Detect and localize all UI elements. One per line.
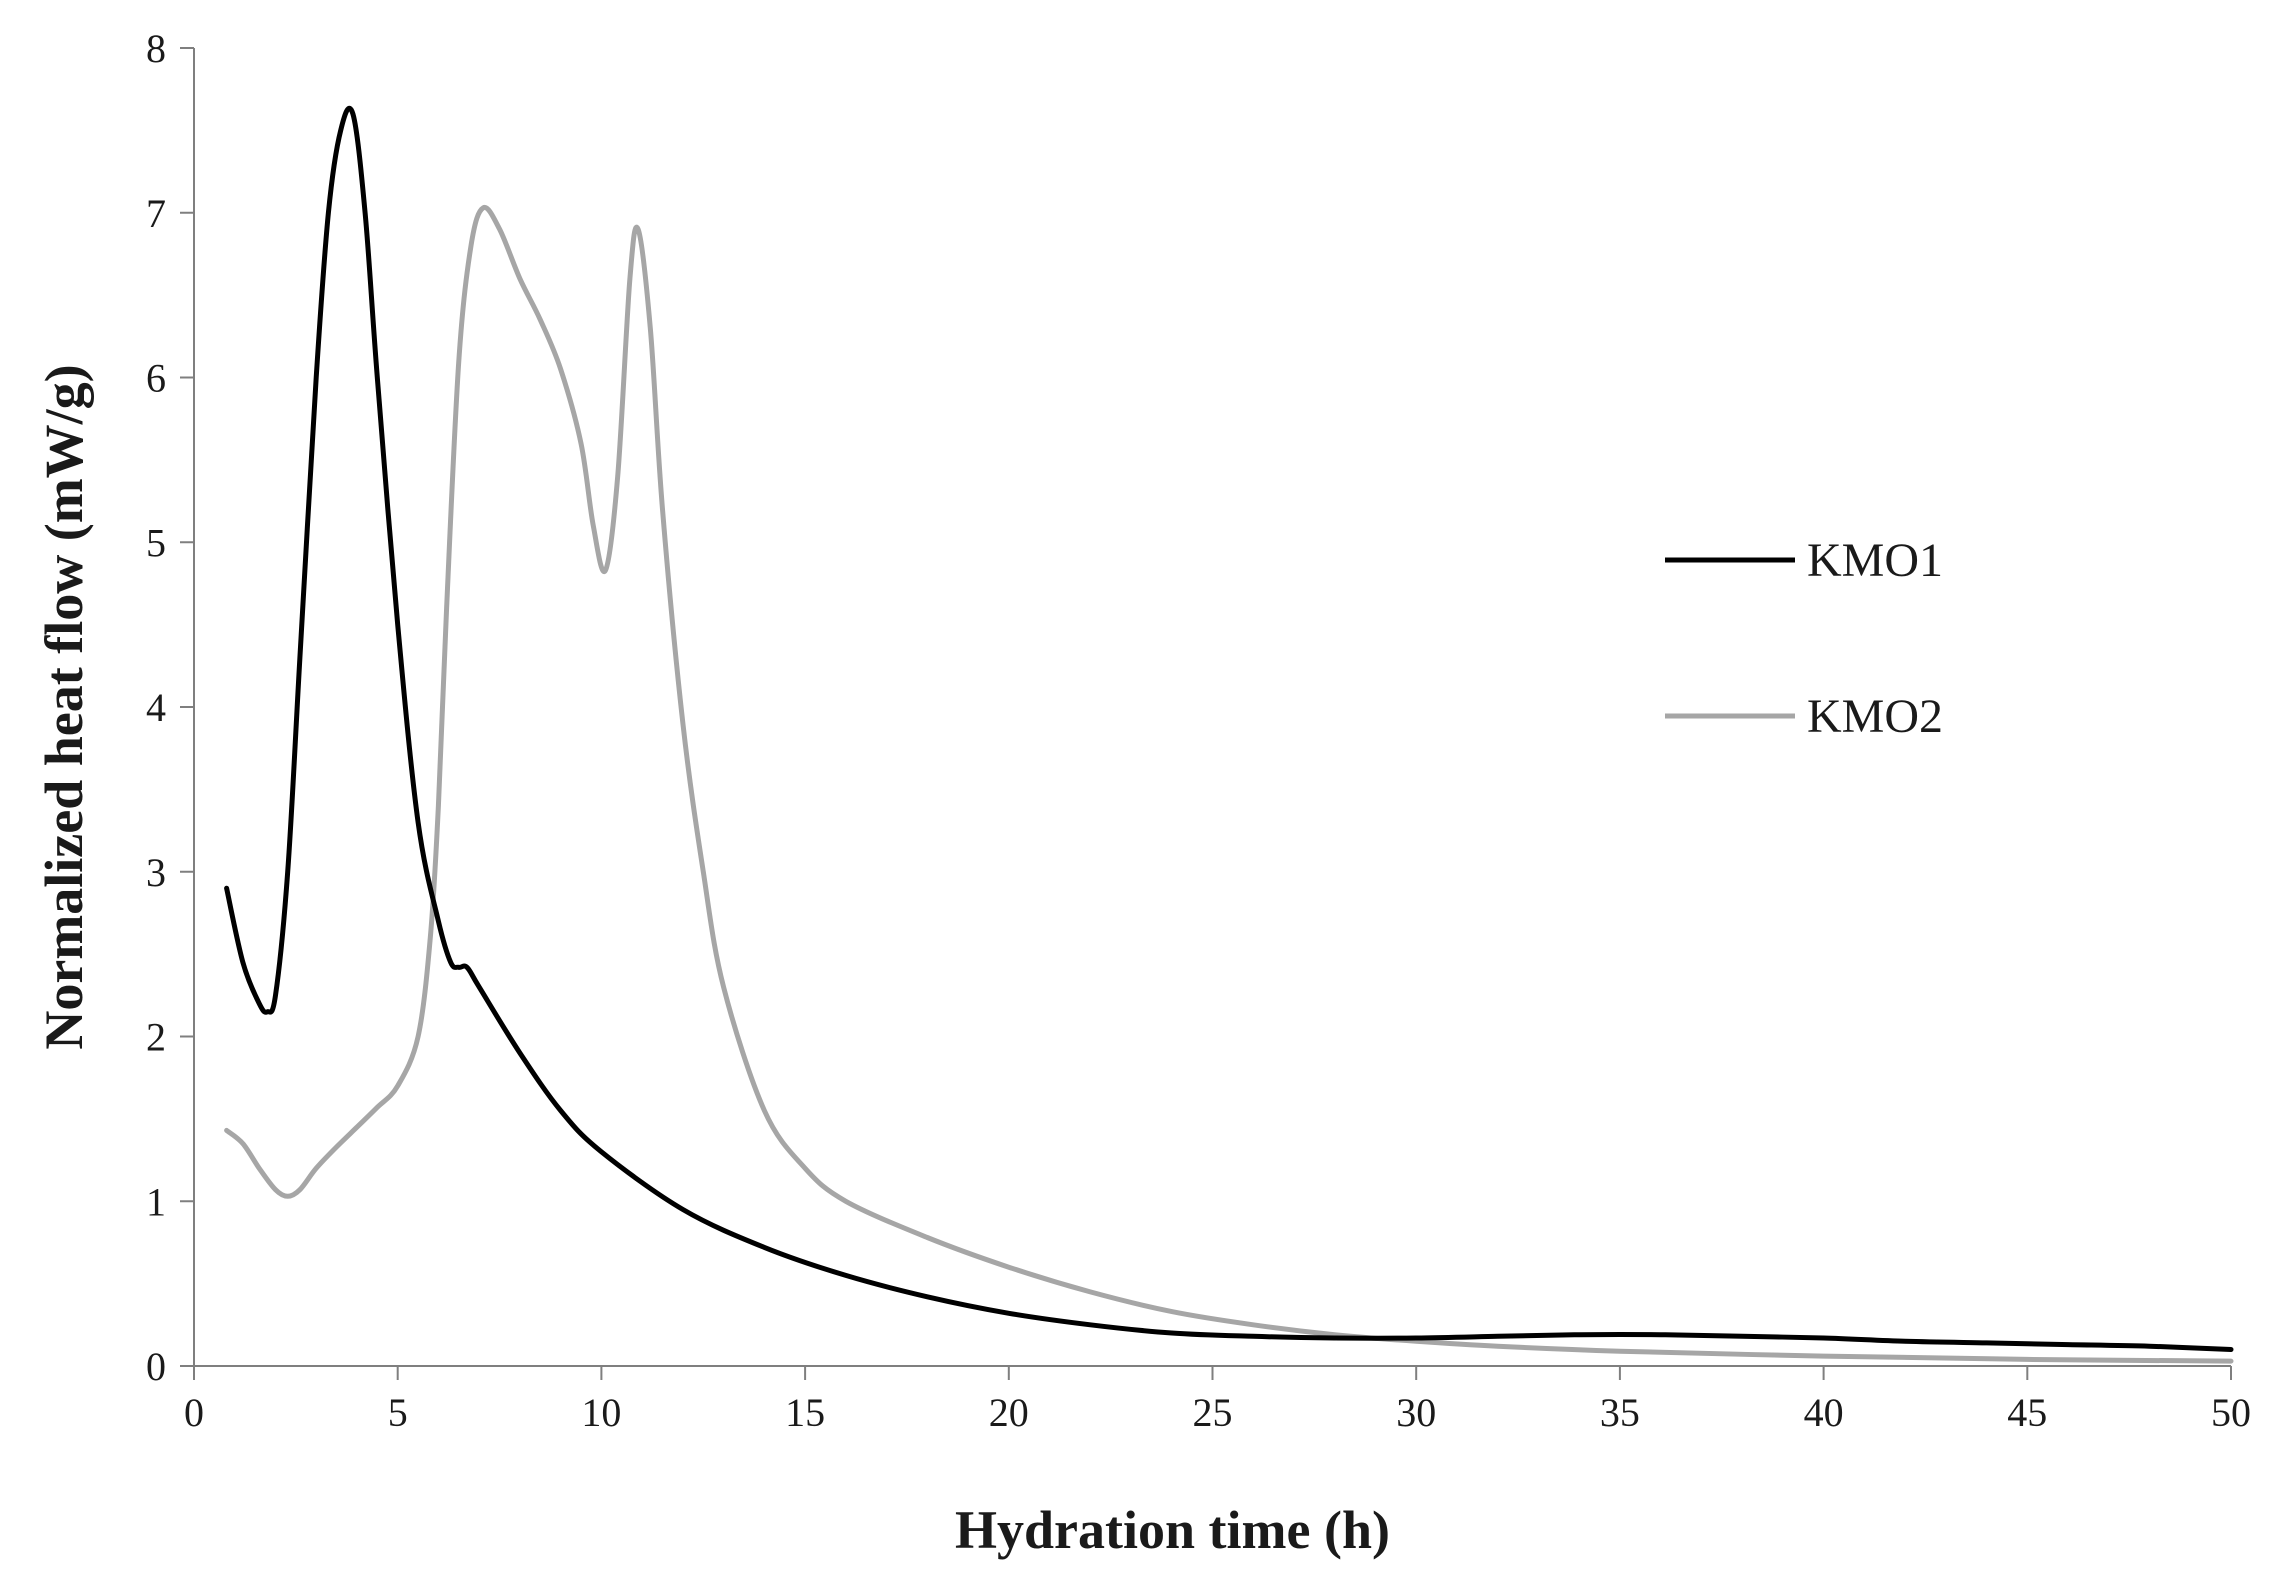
x-tick-label: 40 [1804,1390,1844,1435]
series-line-kmo2 [224,205,2234,1364]
x-tick-label: 5 [388,1390,408,1435]
x-tick-label: 20 [989,1390,1029,1435]
y-tick-label: 3 [146,850,166,895]
x-tick-label: 15 [785,1390,825,1435]
y-tick-label: 5 [146,520,166,565]
series-layer [224,105,2234,1364]
legend-label-kmo2: KMO2 [1807,690,1943,743]
x-axis-title: Hydration time (h) [955,1500,1390,1560]
legend-label-kmo1: KMO1 [1807,534,1943,587]
x-ticks: 0 5 10 15 20 25 30 35 40 45 50 [184,1366,2251,1435]
y-ticks: 0 1 2 3 4 5 6 7 8 [146,26,194,1389]
x-tick-label: 50 [2211,1390,2251,1435]
y-tick-label: 0 [146,1344,166,1389]
x-tick-label: 45 [2007,1390,2047,1435]
x-tick-label: 30 [1396,1390,1436,1435]
y-tick-label: 1 [146,1179,166,1224]
x-tick-label: 0 [184,1390,204,1435]
series-line-kmo1 [224,105,2234,1352]
y-tick-label: 8 [146,26,166,71]
x-tick-label: 25 [1193,1390,1233,1435]
y-tick-label: 4 [146,685,166,730]
y-tick-label: 6 [146,356,166,401]
x-tick-label: 10 [581,1390,621,1435]
x-tick-label: 35 [1600,1390,1640,1435]
y-axis-title: Normalized heat flow (mW/g) [34,364,94,1049]
legend: KMO1 KMO2 [1665,534,1943,743]
y-tick-label: 2 [146,1015,166,1060]
y-tick-label: 7 [146,191,166,236]
